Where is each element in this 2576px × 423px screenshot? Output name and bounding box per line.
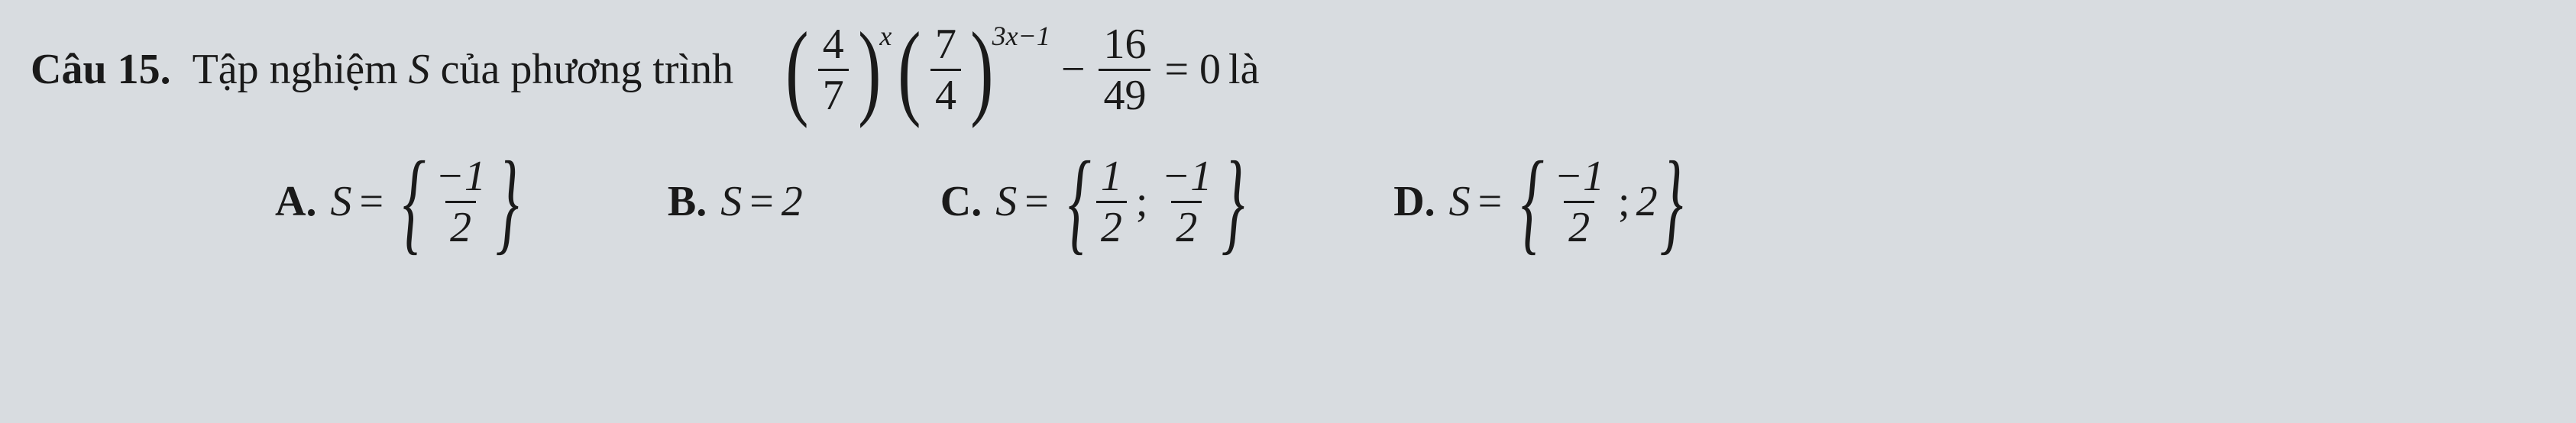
denominator: 2 — [445, 201, 476, 249]
option-value: S = { 1 2 ; −1 2 } — [995, 155, 1256, 249]
stem-suffix: là — [1228, 40, 1259, 99]
fraction-7-4: 7 4 — [930, 23, 961, 117]
fraction-neg1-2: −1 2 — [1549, 155, 1609, 249]
denominator: 2 — [1096, 201, 1127, 249]
denominator: 49 — [1099, 69, 1150, 117]
fraction-4-7: 4 7 — [818, 23, 849, 117]
var-s: S — [330, 172, 351, 231]
rhs-zero: 0 — [1199, 40, 1221, 99]
question-stem: Tập nghiệm S của phương trình — [193, 40, 734, 99]
rparen-icon: ) — [858, 27, 881, 113]
denominator: 7 — [818, 69, 849, 117]
option-value: S = { −1 2 } — [330, 155, 529, 249]
equation: ( 4 7 ) x ( 7 4 ) 3x−1 − 16 49 — [779, 23, 1259, 117]
set-content: −1 2 ; 2 — [1546, 155, 1657, 249]
denominator: 2 — [1171, 201, 1202, 249]
var-s: S — [720, 172, 742, 231]
fraction-16-49: 16 49 — [1099, 23, 1150, 117]
question-block: Câu 15. Tập nghiệm S của phương trình ( … — [0, 0, 2576, 272]
fraction-neg1-2: −1 2 — [431, 155, 490, 249]
set-content: −1 2 — [428, 155, 494, 249]
rbrace-icon: } — [1660, 162, 1683, 242]
option-a: A. S = { −1 2 } — [275, 155, 530, 249]
option-label: B. — [668, 172, 707, 231]
stem-prefix: Tập nghiệm — [193, 46, 409, 93]
lbrace-icon: { — [1068, 162, 1091, 242]
option-label: C. — [940, 172, 982, 231]
lparen-icon: ( — [898, 27, 921, 113]
numerator: 7 — [930, 23, 961, 69]
equals-sign: = — [359, 172, 383, 231]
lbrace-icon: { — [403, 162, 426, 242]
option-value: S = { −1 2 ; 2 } — [1449, 155, 1694, 249]
option-label: D. — [1393, 172, 1435, 231]
fraction-1-2: 1 2 — [1096, 155, 1127, 249]
stem-mid: của phương trình — [430, 46, 733, 93]
equals-sign: = — [749, 172, 774, 231]
numerator: 4 — [818, 23, 849, 69]
equals-sign: = — [1164, 40, 1189, 99]
var-s: S — [1449, 172, 1471, 231]
term1: ( 4 7 ) x — [779, 23, 892, 117]
rbrace-icon: } — [1222, 162, 1244, 242]
numerator: −1 — [1157, 155, 1216, 201]
var-s: S — [995, 172, 1017, 231]
option-c: C. S = { 1 2 ; −1 2 } — [940, 155, 1256, 249]
numerator: 16 — [1099, 23, 1150, 69]
lbrace-icon: { — [1521, 162, 1544, 242]
separator: ; — [1618, 172, 1630, 231]
value-2: 2 — [782, 172, 803, 231]
option-value: S = 2 — [720, 172, 803, 231]
option-label: A. — [275, 172, 316, 231]
term2: ( 7 4 ) 3x−1 — [892, 23, 1050, 117]
numerator: −1 — [431, 155, 490, 201]
fraction-neg1-2: −1 2 — [1157, 155, 1216, 249]
lparen-icon: ( — [785, 27, 808, 113]
denominator: 2 — [1564, 201, 1594, 249]
set-content: 1 2 ; −1 2 — [1093, 155, 1219, 249]
exponent-3x-1: 3x−1 — [992, 17, 1050, 55]
question-number: Câu 15. — [31, 40, 171, 99]
rparen-icon: ) — [970, 27, 993, 113]
option-b: B. S = 2 — [668, 172, 803, 231]
question-stem-row: Câu 15. Tập nghiệm S của phương trình ( … — [31, 23, 2545, 117]
equals-sign: = — [1478, 172, 1503, 231]
equals-sign: = — [1024, 172, 1049, 231]
stem-variable: S — [409, 46, 430, 93]
numerator: 1 — [1096, 155, 1127, 201]
options-row: A. S = { −1 2 } B. S = 2 — [31, 155, 2545, 249]
separator: ; — [1136, 172, 1148, 231]
value-2: 2 — [1636, 172, 1658, 231]
exponent-x: x — [879, 17, 892, 55]
rbrace-icon: } — [496, 162, 519, 242]
minus-sign: − — [1061, 40, 1086, 99]
option-d: D. S = { −1 2 ; 2 } — [1393, 155, 1694, 249]
numerator: −1 — [1549, 155, 1609, 201]
denominator: 4 — [930, 69, 961, 117]
